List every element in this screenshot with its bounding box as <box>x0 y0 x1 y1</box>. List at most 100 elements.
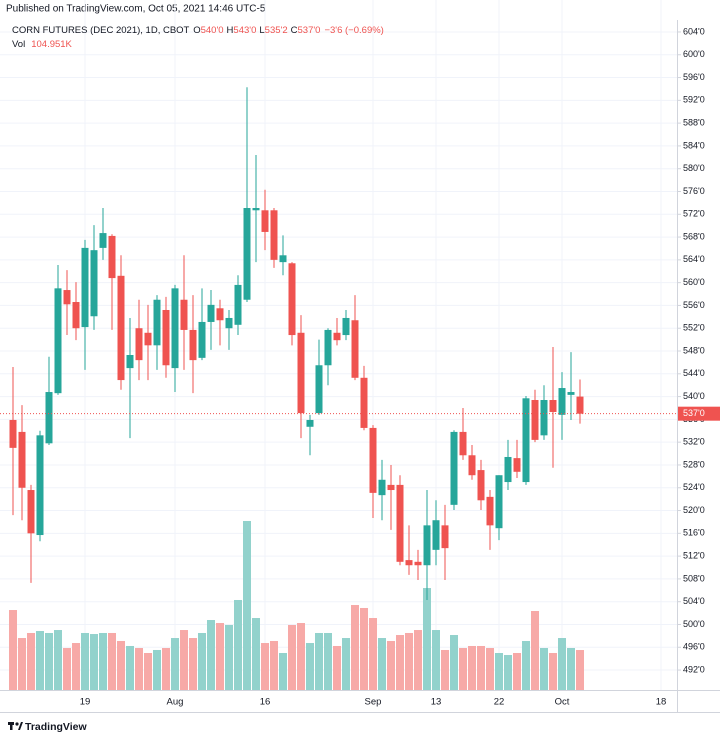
volume-bar <box>234 599 242 690</box>
y-tick-label: 508'0 <box>683 573 705 583</box>
volume-bar <box>558 638 566 690</box>
volume-bar <box>108 632 116 690</box>
y-tick-label: 512'0 <box>683 550 705 560</box>
candle-body <box>279 255 287 263</box>
x-tick-label: 19 <box>80 697 91 708</box>
x-tick-label: 16 <box>260 697 271 708</box>
volume-bar <box>198 632 206 690</box>
published-note: Published on TradingView.com, Oct 05, 20… <box>6 4 266 15</box>
candle-body <box>126 355 134 369</box>
volume-bar <box>144 652 152 690</box>
y-tick-label: 604'0 <box>683 26 705 36</box>
volume-bar <box>459 648 467 690</box>
volume-bar <box>414 630 422 690</box>
volume-bar <box>450 635 458 690</box>
candle-body <box>54 288 62 394</box>
volume-bar <box>288 624 296 690</box>
candle-body <box>108 235 116 279</box>
volume-bar <box>531 611 539 690</box>
candle-body <box>324 329 332 366</box>
volume-bar <box>180 630 188 690</box>
candle-body <box>549 400 557 412</box>
volume-bar <box>441 649 449 690</box>
volume-layer <box>9 521 584 690</box>
legend-value: 540'0 <box>201 25 224 36</box>
candle-body <box>333 332 341 341</box>
volume-bar <box>405 632 413 690</box>
volume-bar <box>477 645 485 690</box>
legend-change: −3'6 (−0.69%) <box>324 25 383 36</box>
volume-bar <box>333 645 341 690</box>
candle-body <box>477 470 485 501</box>
candle-body <box>522 398 530 483</box>
y-tick-label: 572'0 <box>683 209 705 219</box>
volume-bar <box>297 623 305 690</box>
volume-bar <box>117 640 125 690</box>
candle-body <box>315 365 323 414</box>
volume-bar <box>306 643 314 690</box>
candle-body <box>486 496 494 526</box>
x-tick-label: 22 <box>494 697 505 708</box>
volume-bar <box>423 588 431 690</box>
volume-bar <box>162 648 170 690</box>
legend-volume-value: 104.951K <box>31 39 72 50</box>
last-price-label: 537'0 <box>683 408 705 418</box>
candle-body <box>558 388 566 415</box>
volume-bar <box>45 632 53 690</box>
legend-row: CORN FUTURES (DEC 2021), 1D, CBOT O540'0 H… <box>12 25 384 36</box>
volume-bar <box>252 618 260 690</box>
candle-body <box>459 431 467 456</box>
footer-logo: TradingView <box>8 721 87 733</box>
candle-body <box>513 458 521 472</box>
volume-bar <box>171 638 179 690</box>
volume-bar <box>360 607 368 690</box>
x-tick-label: Sep <box>365 697 382 708</box>
candle-body <box>225 317 233 329</box>
volume-bar <box>243 521 251 690</box>
volume-bar <box>36 631 44 690</box>
candle-body <box>63 290 71 305</box>
candle-body <box>297 332 305 414</box>
legend-key: H <box>227 25 234 36</box>
volume-bar <box>342 638 350 690</box>
candle-body <box>243 208 251 300</box>
candle-body <box>180 299 188 330</box>
legend-key: C <box>291 25 298 36</box>
y-tick-label: 596'0 <box>683 72 705 82</box>
volume-bar <box>225 624 233 690</box>
volume-bar <box>351 605 359 690</box>
candle-body <box>135 328 143 361</box>
candle-body <box>396 484 404 562</box>
y-tick-label: 528'0 <box>683 459 705 469</box>
candle-body <box>9 419 17 448</box>
y-tick-label: 520'0 <box>683 505 705 515</box>
volume-bar <box>126 645 134 690</box>
volume-bar <box>513 652 521 690</box>
candle-body <box>495 475 503 529</box>
volume-bar <box>189 638 197 690</box>
candle-body <box>117 275 125 381</box>
volume-bar <box>207 619 215 690</box>
volume-bar <box>540 648 548 690</box>
x-tick-label: Oct <box>555 697 570 708</box>
candle-body <box>216 308 224 321</box>
volume-bar <box>576 650 584 690</box>
volume-bar <box>270 640 278 690</box>
candle-layer <box>9 87 584 600</box>
volume-bar <box>468 645 476 690</box>
legend-volume-key: Vol <box>12 39 25 50</box>
legend-value: 535'2 <box>265 25 288 36</box>
volume-bar <box>135 648 143 690</box>
candle-body <box>468 455 476 476</box>
candle-body <box>531 400 539 440</box>
volume-bar <box>396 635 404 690</box>
y-tick-label: 588'0 <box>683 117 705 127</box>
candle-body <box>18 431 26 488</box>
candle-body <box>252 208 260 211</box>
logo-mark <box>18 722 23 730</box>
volume-bar <box>324 632 332 690</box>
candle-body <box>207 304 215 322</box>
candle-body <box>432 520 440 550</box>
